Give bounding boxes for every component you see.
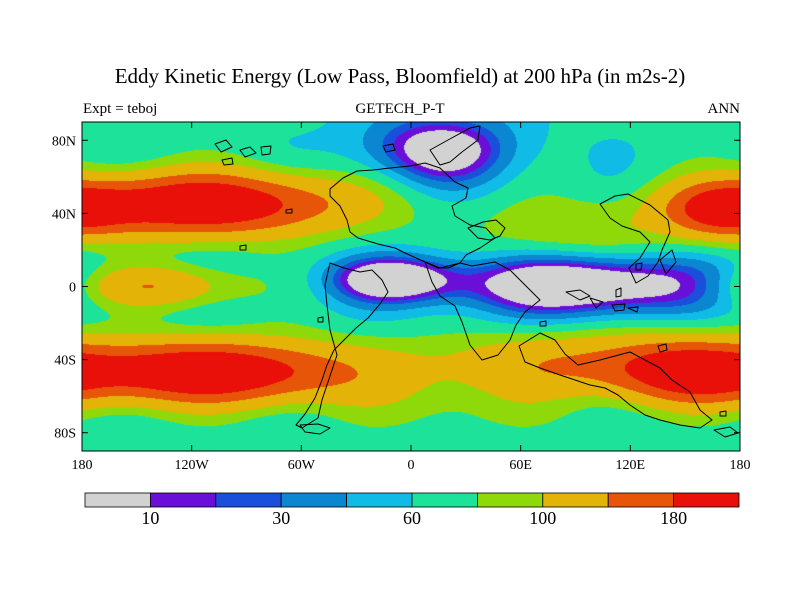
- axis-ticks: 180 120W 60W 0 60E 120E 180 80N 40N 0 40S 80S: [52, 122, 751, 473]
- colorbar-swatch: [411, 492, 478, 508]
- coastline-islands: [239, 208, 727, 417]
- colorbar-swatch: [607, 492, 675, 508]
- y-tick-label: 40N: [52, 207, 76, 222]
- colorbar-label: 10: [141, 508, 159, 528]
- coastline-europe: [467, 219, 506, 241]
- y-tick-label: 80S: [54, 427, 76, 442]
- colorbar: 10 30 60 100 180: [84, 492, 740, 528]
- x-tick-label: 120E: [616, 458, 646, 473]
- eke-field: [82, 122, 740, 451]
- x-tick-label: 180: [72, 458, 93, 473]
- dataset-label: GETECH_P-T: [355, 101, 445, 117]
- colorbar-label: 100: [529, 508, 556, 528]
- colorbar-swatch: [476, 492, 544, 508]
- chart-title: Eddy Kinetic Energy (Low Pass, Bloomfiel…: [114, 64, 686, 88]
- coastline-south-america: [295, 262, 389, 429]
- colorbar-swatch: [84, 492, 151, 508]
- x-tick-label: 180: [730, 458, 751, 473]
- coastline-arctic-islands: [214, 125, 481, 166]
- y-tick-label: 40S: [54, 354, 76, 369]
- coastline-asia: [599, 193, 677, 284]
- colorbar-label: 180: [660, 508, 687, 528]
- x-tick-label: 60W: [288, 458, 316, 473]
- x-tick-label: 120W: [175, 458, 210, 473]
- y-tick-label: 80N: [52, 134, 76, 149]
- coastline-africa: [424, 261, 541, 361]
- colorbar-label: 60: [403, 508, 421, 528]
- season-label: ANN: [707, 101, 741, 117]
- x-tick-label: 60E: [509, 458, 532, 473]
- colorbar-swatch: [280, 492, 348, 508]
- colorbar-swatch: [149, 492, 217, 508]
- colorbar-swatch: [673, 492, 740, 508]
- y-tick-label: 0: [69, 281, 76, 296]
- colorbar-swatch: [542, 492, 609, 508]
- colorbar-label: 30: [272, 508, 290, 528]
- x-tick-label: 0: [408, 458, 415, 473]
- colorbar-swatch: [346, 492, 413, 508]
- experiment-label: Expt = teboj: [83, 101, 158, 117]
- colorbar-swatch: [215, 492, 282, 508]
